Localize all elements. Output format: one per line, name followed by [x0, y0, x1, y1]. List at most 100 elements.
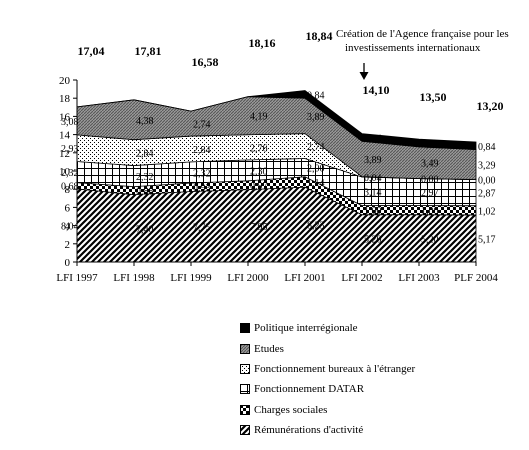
segment-label: 2,00: [307, 164, 325, 175]
legend-label: Charges sociales: [254, 403, 328, 416]
segment-label: 8,04: [61, 221, 79, 232]
segment-label: 2,84: [136, 149, 154, 160]
segment-label: 1,00: [421, 206, 439, 217]
total-label: 13,20: [477, 99, 504, 113]
segment-label: 3,29: [478, 161, 496, 172]
segment-label: 1,02: [478, 206, 496, 217]
legend-label: Politique interrégionale: [254, 322, 358, 335]
segment-label: 2,32: [193, 168, 211, 179]
legend-item-charges-sociales: Charges sociales: [240, 400, 525, 420]
segment-label: 2,87: [478, 189, 496, 200]
x-tick-label: LFI 2003: [398, 272, 440, 284]
segment-label: 0,97: [250, 181, 268, 192]
segment-label: 2,30: [250, 166, 268, 177]
annotation-line-1: Création de l'Agence française pour les: [336, 28, 509, 40]
total-label: 14,10: [363, 83, 390, 97]
x-tick-label: LFI 1999: [170, 272, 212, 284]
x-tick-label: LFI 1997: [56, 272, 98, 284]
segment-label: 2,97: [421, 188, 439, 199]
segment-label: 8,23: [307, 221, 325, 232]
total-label: 16,58: [192, 55, 219, 69]
segment-label: 0,00: [478, 176, 496, 187]
y-tick-label: 4: [65, 221, 71, 233]
y-tick-label: 10: [59, 166, 71, 178]
legend-item-etudes: Etudes: [240, 338, 525, 358]
legend-item-fonctionnement-bureaux-a-l-etranger: Fonctionnement bureaux à l'étranger: [240, 359, 525, 379]
y-tick-label: 2: [65, 239, 71, 251]
y-tick-label: 6: [65, 202, 71, 214]
series-areas: [76, 90, 477, 263]
segment-label: 3,89: [307, 112, 325, 123]
segment-label: 3,08: [61, 117, 79, 128]
segment-label: 0,68: [61, 182, 79, 193]
segment-label: 7,95: [250, 222, 268, 233]
legend: Politique interrégionale Etudes Fonctionne…: [240, 318, 525, 440]
y-tick-label: 12: [59, 148, 70, 160]
total-label: 18,84: [306, 29, 333, 43]
legend-item-fonctionnement-datar: Fonctionnement DATAR: [240, 379, 525, 399]
total-label: 18,16: [249, 36, 276, 50]
segment-label: 0,84: [364, 133, 382, 144]
x-tick-label: LFI 1998: [113, 272, 155, 284]
segment-label: 3,14: [364, 187, 382, 198]
annotation-line-2: investissements internationaux: [345, 42, 481, 54]
legend-label: Etudes: [254, 342, 284, 355]
segment-label: 4,38: [136, 116, 154, 127]
segment-label: 5,20: [364, 234, 382, 245]
segment-label: 0,88: [136, 187, 154, 198]
legend-label: Fonctionnement DATAR: [254, 383, 365, 396]
segment-label: 2,74: [307, 142, 325, 153]
axes: 0 2 4 6 8 10 12 14 16 18 20 LFI 1997 LFI 1998 LFI 199…: [56, 75, 498, 284]
segment-label: 2,32: [136, 172, 154, 183]
x-tick-label: LFI 2000: [227, 272, 269, 284]
legend-item-remunerations-d-activite: Rémunérations d'activité: [240, 420, 525, 440]
annotation-arrow-icon: [359, 63, 369, 80]
legend-label: Fonctionnement bureaux à l'étranger: [254, 362, 416, 375]
annotation: Création de l'Agence française pour les …: [336, 28, 509, 80]
segment-label: 0,84: [421, 139, 439, 150]
segment-label: 0,00: [421, 175, 439, 186]
segment-label: 3,49: [421, 159, 439, 170]
x-tick-label: LFI 2001: [284, 272, 325, 284]
segment-label: 5,20: [421, 234, 439, 245]
segment-label: 0,93: [193, 183, 211, 194]
segment-label: 2,84: [193, 145, 211, 156]
y-tick-label: 16: [59, 111, 71, 123]
segment-labels: 8,04 7,40 7,75 7,95 8,23 5,20 5,20 5,17 0,68 0,88…: [61, 90, 496, 245]
segment-label: 2,76: [250, 143, 268, 154]
segment-label: 0,04: [364, 173, 382, 184]
legend-swatch: [240, 343, 250, 354]
legend-item-politique-interregionale: Politique interrégionale: [240, 318, 525, 338]
segment-label: 2,93: [61, 144, 79, 155]
legend-label: Rémunérations d'activité: [254, 424, 364, 437]
legend-swatch: [240, 323, 250, 334]
segment-label: 1,14: [307, 178, 325, 189]
y-tick-label: 14: [59, 130, 71, 142]
segment-label: 5,17: [478, 234, 496, 245]
legend-swatch: [240, 404, 250, 415]
total-label: 17,04: [78, 44, 105, 58]
segment-label: 0,84: [307, 90, 325, 101]
segment-label: 7,40: [136, 224, 154, 235]
segment-label: 0,84: [478, 142, 496, 153]
segment-label: 3,89: [364, 155, 382, 166]
y-tick-label: 0: [65, 257, 71, 269]
total-label: 13,50: [420, 90, 447, 104]
segment-label: 7,75: [193, 223, 211, 234]
segment-label: 2,32: [61, 168, 79, 179]
legend-swatch: [240, 425, 250, 436]
segment-label: 4,19: [250, 112, 268, 123]
total-label: 17,81: [135, 44, 162, 58]
x-tick-label: LFI 2002: [341, 272, 382, 284]
y-tick-label: 20: [59, 75, 71, 87]
legend-swatch: [240, 363, 250, 374]
x-tick-label: PLF 2004: [454, 272, 498, 284]
y-tick-label: 8: [65, 184, 71, 196]
legend-swatch: [240, 384, 250, 395]
area-politique-interregionale: [76, 90, 477, 151]
y-tick-label: 18: [59, 93, 71, 105]
segment-label: 2,74: [193, 120, 211, 131]
segment-label: 1,00: [364, 206, 382, 217]
total-labels: 17,04 17,81 16,58 18,16 18,84 14,10 13,50 13,20: [78, 29, 504, 113]
